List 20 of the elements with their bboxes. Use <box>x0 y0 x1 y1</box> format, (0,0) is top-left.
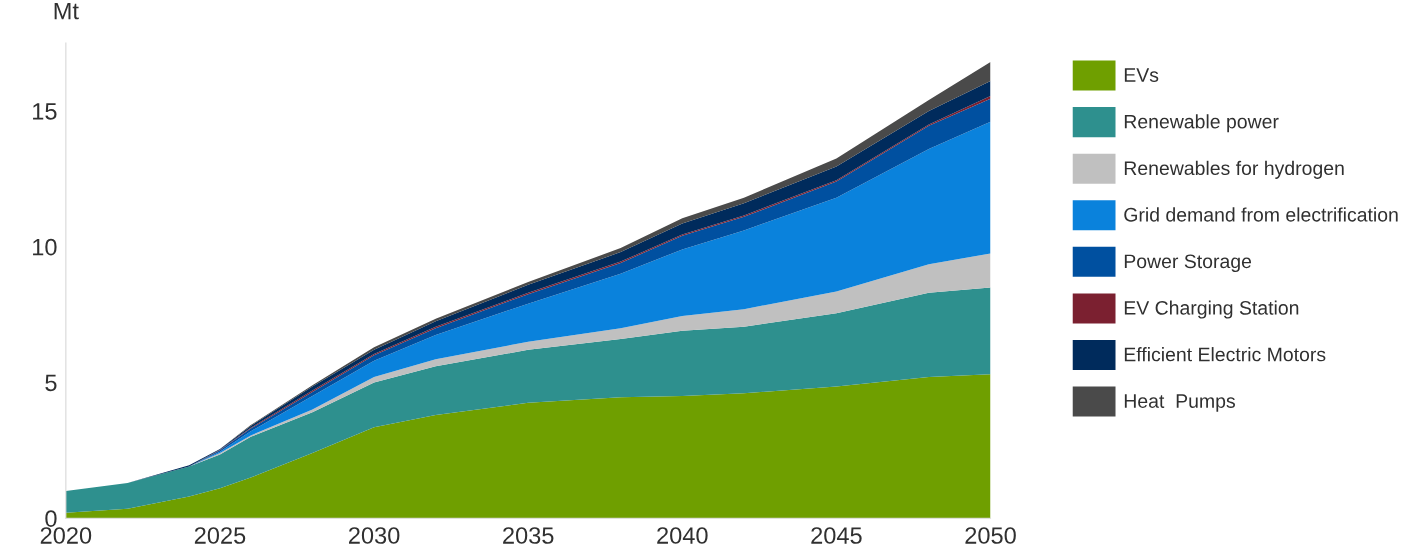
x-tick-label: 2020 <box>40 527 92 544</box>
x-tick-label: 2030 <box>348 527 400 544</box>
legend-label: Renewables for hydrogen <box>1124 160 1344 179</box>
legend-label: Heat Pumps <box>1124 394 1235 412</box>
legend-label: EVs <box>1124 68 1159 82</box>
legend-label: Efficient Electric Motors <box>1124 347 1326 362</box>
legend-label: Grid demand from electrification <box>1124 207 1398 222</box>
x-tick-label: 2025 <box>194 527 246 544</box>
legend-label: EV Charging Station <box>1124 300 1299 319</box>
x-tick-label: 2045 <box>811 527 862 544</box>
y-axis-title: Mt <box>54 2 79 20</box>
x-tick-label: 2040 <box>657 527 708 544</box>
x-tick-label: 2050 <box>965 527 1016 544</box>
legend-label: Renewable power <box>1124 114 1279 133</box>
y-tick-label: 0 <box>45 510 57 527</box>
x-tick-label: 2035 <box>503 527 554 544</box>
y-tick-label: 5 <box>45 374 57 392</box>
y-tick-label: 10 <box>33 238 57 256</box>
legend-label: Power Storage <box>1124 254 1252 273</box>
y-tick-label: 15 <box>33 103 57 120</box>
